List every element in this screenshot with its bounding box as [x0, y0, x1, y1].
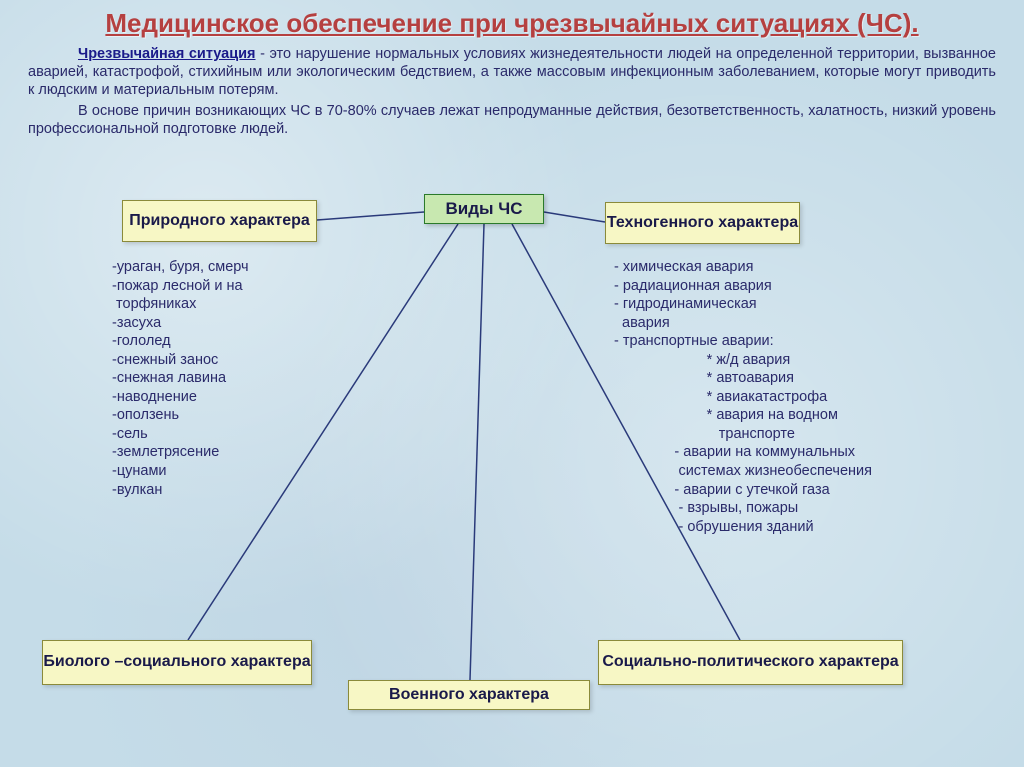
- page-title: Медицинское обеспечение при чрезвычайных…: [0, 0, 1024, 39]
- intro-text: Чрезвычайная ситуация - это нарушение но…: [0, 39, 1024, 138]
- node-social: Социально-политического характера: [598, 640, 903, 685]
- node-bio: Биолого –социального характера: [42, 640, 312, 685]
- intro-paragraph-2: В основе причин возникающих ЧС в 70-80% …: [28, 102, 996, 138]
- diagram-area: Виды ЧС Природного характера Техногенног…: [0, 190, 1024, 767]
- node-tech: Техногенного характера: [605, 202, 800, 244]
- node-military: Военного характера: [348, 680, 590, 710]
- natural-list: -ураган, буря, смерч -пожар лесной и на …: [112, 258, 249, 499]
- term: Чрезвычайная ситуация: [78, 46, 256, 62]
- tech-list: - химическая авария - радиационная авари…: [614, 258, 872, 536]
- node-center: Виды ЧС: [424, 194, 544, 224]
- node-natural: Природного характера: [122, 200, 317, 242]
